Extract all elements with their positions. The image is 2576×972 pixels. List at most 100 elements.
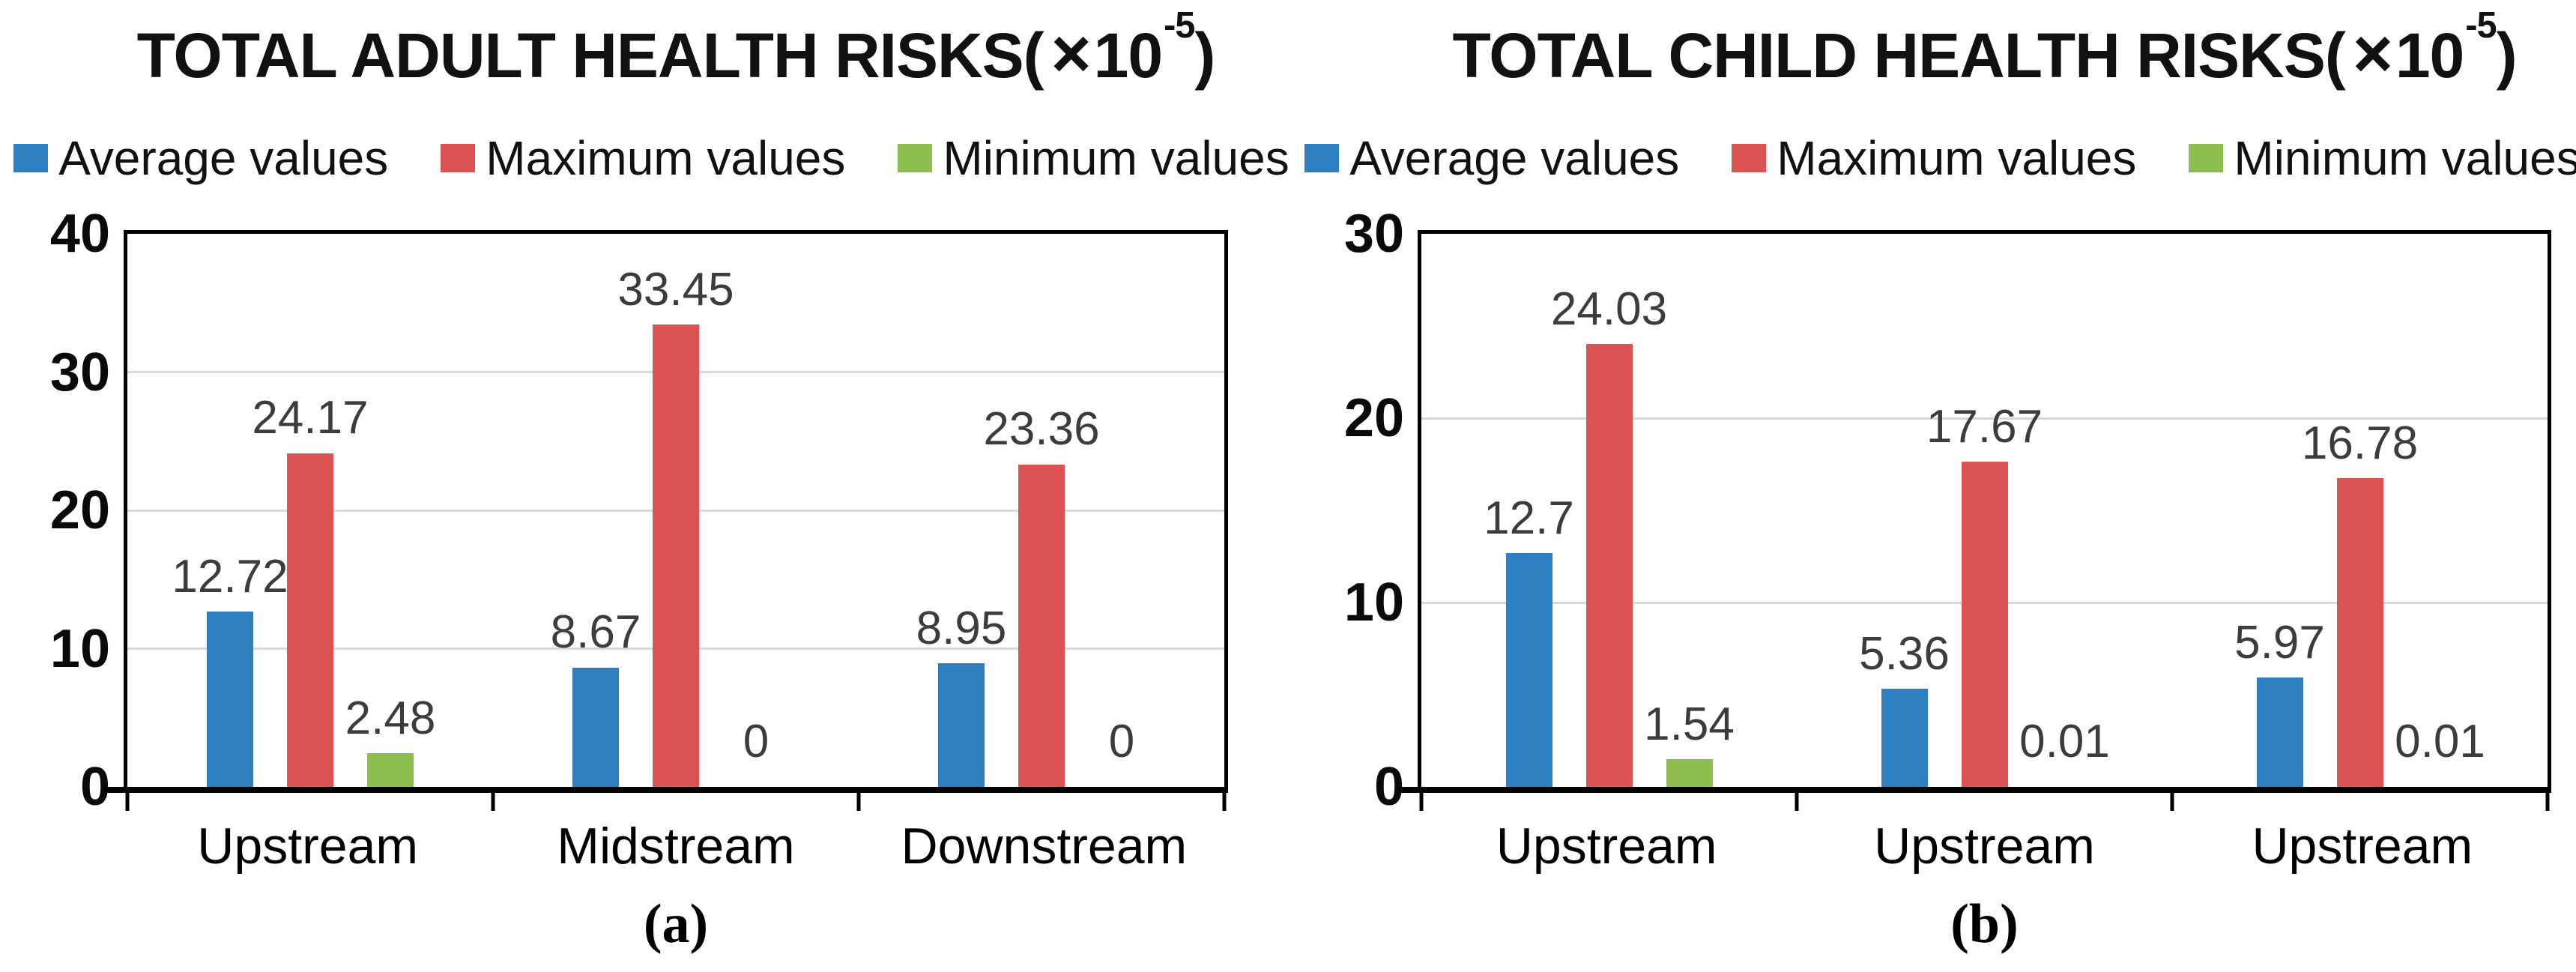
x-axis-category-label: Upstream	[197, 818, 419, 875]
title-exponent: -5	[1164, 4, 1195, 46]
subfigure-caption-b: (b)	[1950, 893, 2019, 956]
bar-value-label: 5.97	[2234, 616, 2325, 668]
average-bar-slot: 5.97	[2234, 234, 2325, 788]
title-text: TOTAL ADULT HEALTH RISKS(	[136, 20, 1044, 91]
minimum-bar-slot: 2.48	[345, 234, 435, 788]
bar-value-label: 12.72	[172, 550, 288, 603]
title-base: 10	[1093, 20, 1163, 91]
minimum-swatch	[898, 144, 933, 173]
maximum-bar	[1018, 464, 1065, 788]
legend-label-maximum: Maximum values	[486, 131, 846, 186]
plot-column-adult: 12.72 24.17 2.48 8.67 33.45 0 8.95 23.36 0 Upstr…	[104, 230, 1228, 956]
minimum-bar-slot: 0	[1098, 234, 1145, 787]
maximum-bar	[1961, 461, 2008, 788]
minimum-bar	[367, 752, 414, 788]
x-axis-tick	[2545, 793, 2550, 812]
title-close: )	[1194, 20, 1215, 91]
x-axis-labels-child: Upstream Upstream Upstream	[1418, 818, 2551, 875]
chart-block-child: 0 10 20 30 12.7 24.03 1.54 5.36 17.67 0.01 5.97 16…	[1309, 207, 2576, 956]
y-axis-adult: 0 10 20 30 40	[15, 207, 124, 814]
average-bar	[572, 667, 619, 788]
average-bar-slot: 8.67	[551, 234, 641, 788]
maximum-bar-slot: 24.17	[252, 234, 369, 788]
y-axis-tick-label: 10	[49, 618, 110, 679]
x-axis-tick	[125, 793, 130, 812]
plot-column-child: 12.7 24.03 1.54 5.36 17.67 0.01 5.97 16.78 0.01 …	[1398, 230, 2551, 956]
x-axis-tick	[1419, 793, 1424, 812]
bar-value-label: 0.01	[2395, 716, 2485, 768]
bar-value-label: 0.01	[2019, 716, 2110, 768]
average-bar	[1881, 688, 1928, 788]
y-axis-tick-label: 30	[1343, 204, 1404, 265]
panel-adult-risks: TOTAL ADULT HEALTH RISKS(×10-5) Average …	[13, 5, 1289, 956]
plot-area-adult: 12.72 24.17 2.48 8.67 33.45 0 8.95 23.36 0	[104, 230, 1228, 812]
bar-value-label: 33.45	[617, 264, 734, 316]
bar-groups: 12.7 24.03 1.54 5.36 17.67 0.01 5.97 16.78 0.01	[1421, 234, 2548, 788]
title-text: TOTAL CHILD HEALTH RISKS(	[1452, 20, 2345, 91]
plot-area-child: 12.7 24.03 1.54 5.36 17.67 0.01 5.97 16.78 0.01	[1398, 230, 2551, 812]
bar-group-upstream-2: 5.36 17.67 0.01	[1797, 234, 2172, 788]
bar-value-label: 2.48	[345, 692, 436, 744]
bar-group-midstream-2: 8.67 33.45 0	[493, 234, 859, 788]
title-base: 10	[2395, 20, 2464, 91]
maximum-bar	[1585, 344, 1633, 788]
x-axis-category-label: Downstream	[901, 818, 1188, 875]
x-axis-category-label: Midstream	[557, 818, 795, 875]
maximum-bar	[2336, 477, 2383, 788]
y-axis-tick-label: 40	[49, 204, 110, 265]
multiplication-sign: ×	[1050, 14, 1092, 92]
bar-value-label: 12.7	[1484, 492, 1574, 544]
maximum-bar-slot: 23.36	[983, 234, 1100, 788]
bar-value-label: 16.78	[2301, 417, 2419, 469]
chart-block-adult: 0 10 20 30 40 12.72 24.17 2.48 8.67 33.45 0 8.95 23…	[15, 207, 1288, 956]
maximum-swatch	[441, 144, 476, 173]
legend-item-average: Average values	[13, 134, 388, 182]
bar-value-label: 8.95	[916, 603, 1007, 655]
average-swatch	[1304, 144, 1340, 173]
minimum-bar	[1666, 758, 1713, 788]
average-bar	[1505, 553, 1552, 788]
subfigure-caption-a: (a)	[643, 893, 709, 956]
minimum-bar-slot: 1.54	[1644, 234, 1735, 788]
bar-group-upstream-1: 12.72 24.17 2.48	[127, 234, 493, 788]
maximum-bar-slot: 16.78	[2302, 234, 2418, 788]
average-bar	[938, 663, 985, 788]
legend-label-maximum: Maximum values	[1777, 131, 2137, 186]
bar-group-upstream-1: 12.7 24.03 1.54	[1421, 234, 1797, 788]
average-bar-slot: 12.7	[1484, 234, 1574, 788]
average-bar	[2256, 677, 2303, 788]
bar-value-label: 23.36	[983, 403, 1100, 456]
panel-child-risks: TOTAL CHILD HEALTH RISKS(×10-5) Average …	[1288, 0, 2576, 972]
bar-value-label: 5.36	[1859, 627, 1950, 680]
average-swatch	[13, 144, 49, 173]
chart-title-adult: TOTAL ADULT HEALTH RISKS(×10-5)	[124, 5, 1228, 92]
x-axis-tick	[491, 793, 495, 812]
multiplication-sign: ×	[2352, 14, 2393, 92]
y-axis-tick-label: 30	[49, 342, 110, 402]
bar-value-label: 8.67	[550, 606, 641, 659]
legend-label-average: Average values	[58, 131, 389, 186]
legend: Average values Maximum values Minimum va…	[1304, 130, 2576, 187]
bar-value-label: 17.67	[1926, 400, 2043, 453]
title-row: TOTAL ADULT HEALTH RISKS(×10-5)	[124, 5, 1228, 92]
bar-group-downstream-3: 8.95 23.36 0	[859, 234, 1224, 788]
legend-item-minimum: Minimum values	[898, 134, 1289, 182]
maximum-bar	[653, 324, 699, 788]
chart-title-child: TOTAL CHILD HEALTH RISKS(×10-5)	[1418, 5, 2551, 92]
legend-label-minimum: Minimum values	[2234, 131, 2576, 186]
x-axis-tick	[856, 793, 861, 812]
y-axis-tick-label: 20	[49, 480, 110, 541]
x-axis-category-label: Upstream	[1874, 818, 2095, 875]
bar-value-label: 1.54	[1644, 698, 1735, 750]
title-exponent: -5	[2465, 4, 2497, 46]
legend-label-average: Average values	[1349, 131, 1680, 186]
maximum-bar-slot: 24.03	[1551, 234, 1667, 788]
x-axis-tick	[2170, 793, 2174, 812]
legend-item-average: Average values	[1304, 134, 1679, 182]
bar-value-label: 24.03	[1550, 283, 1668, 336]
maximum-bar-slot: 17.67	[1926, 234, 2043, 788]
average-bar-slot: 12.72	[172, 234, 288, 788]
x-axis-tick	[1222, 793, 1227, 812]
bar-value-label: 0	[1108, 716, 1135, 768]
title-close: )	[2496, 20, 2518, 91]
